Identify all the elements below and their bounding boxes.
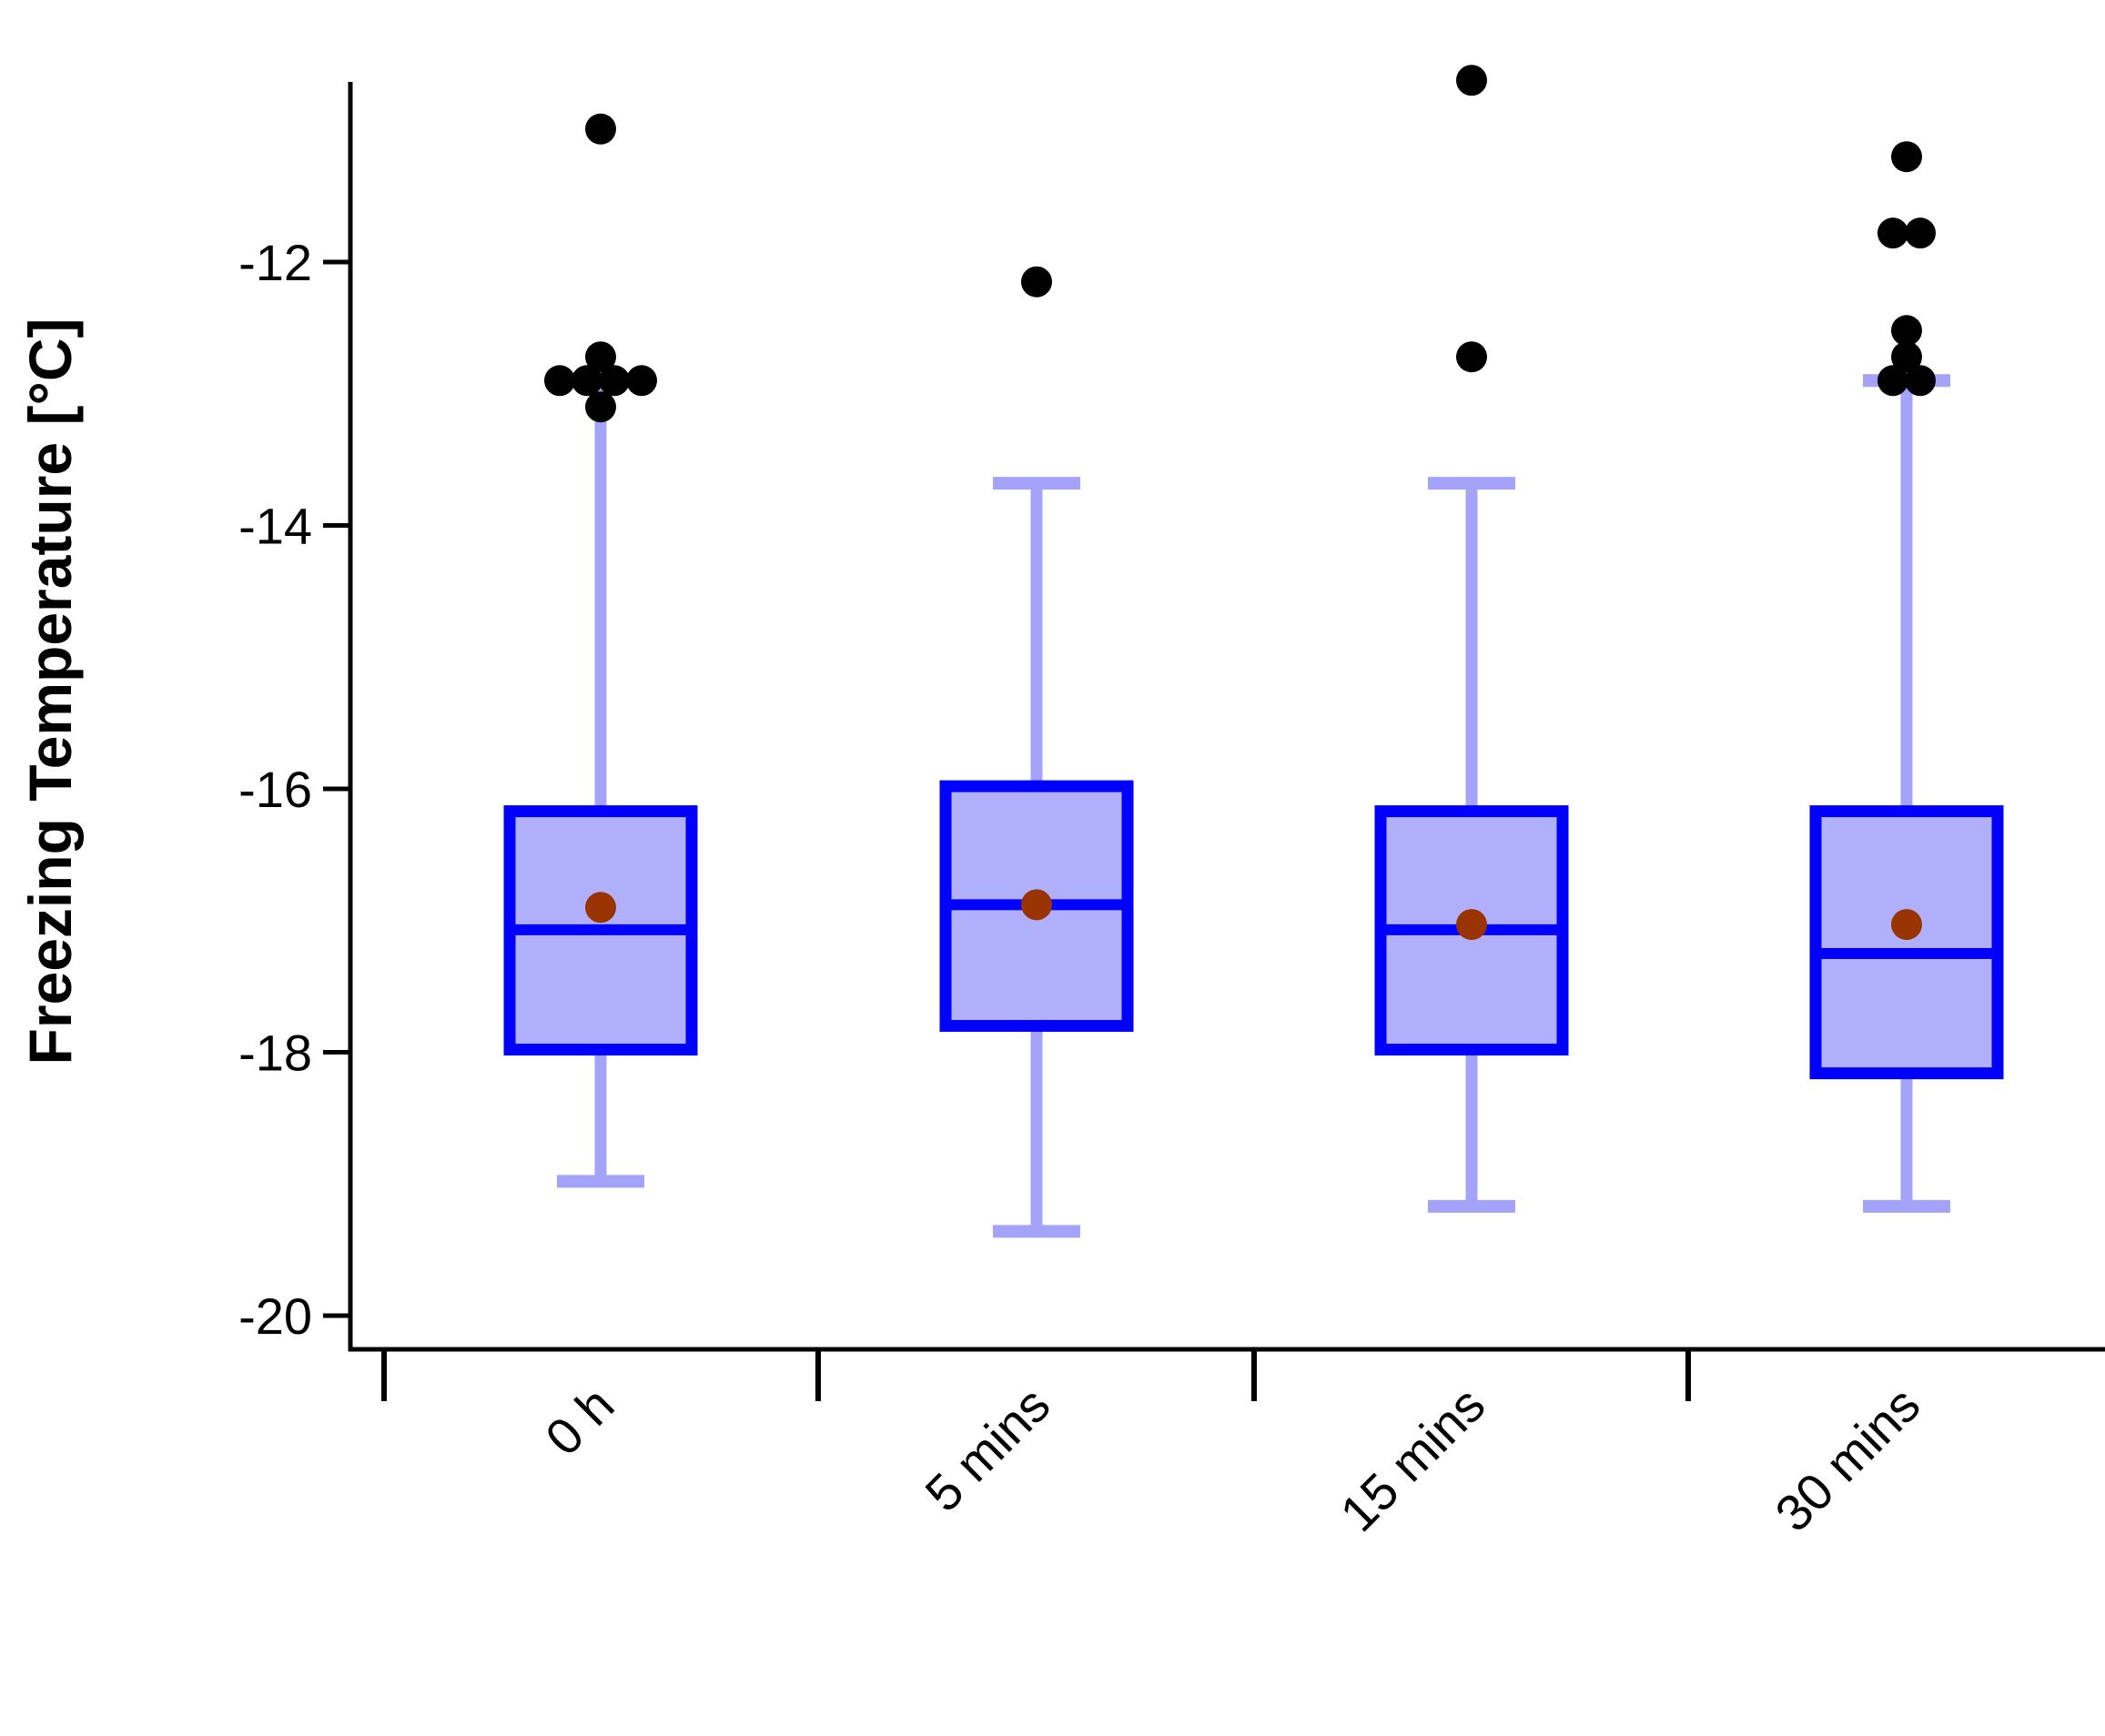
x-axis: 0 h 5 mins 15 mins 30 mins bbox=[349, 1347, 2105, 1542]
outlier-point bbox=[1891, 341, 1922, 373]
outlier-point bbox=[1905, 365, 1936, 397]
outlier-point bbox=[585, 113, 616, 145]
y-tick-label: -12 bbox=[238, 234, 312, 291]
x-tick-label: 0 h bbox=[534, 1376, 625, 1467]
outlier-point bbox=[1456, 65, 1487, 96]
mean-marker bbox=[1891, 909, 1922, 941]
points-layer bbox=[544, 65, 1936, 423]
outlier-point bbox=[1891, 141, 1922, 173]
box-group bbox=[1374, 477, 1569, 1213]
outlier-point bbox=[1877, 217, 1908, 249]
outlier-point bbox=[599, 365, 630, 397]
y-ticks: -12 -14 -16 -18 -20 bbox=[238, 234, 350, 1345]
y-tick-label: -16 bbox=[238, 761, 312, 818]
box-group bbox=[939, 477, 1134, 1238]
outlier-point bbox=[626, 365, 657, 397]
outlier-point bbox=[1456, 341, 1487, 373]
mean-marker bbox=[1456, 909, 1487, 941]
outlier-point bbox=[585, 341, 616, 373]
y-axis: -12 -14 -16 -18 -20 Freezing Temperature [°C… bbox=[16, 82, 353, 1351]
boxes-layer bbox=[503, 374, 2004, 1238]
outlier-point bbox=[585, 391, 616, 423]
box-iqr bbox=[1809, 805, 2004, 1080]
x-tick-label: 15 mins bbox=[1329, 1376, 1495, 1542]
mean-marker bbox=[585, 892, 616, 924]
y-axis-title: Freezing Temperature [°C] bbox=[16, 318, 84, 1065]
outlier-point bbox=[572, 365, 602, 397]
x-ticks: 0 h 5 mins 15 mins 30 mins bbox=[381, 1349, 1930, 1542]
x-tick-label: 5 mins bbox=[914, 1376, 1060, 1522]
mean-marker bbox=[1021, 889, 1052, 921]
outlier-point bbox=[544, 365, 575, 397]
outlier-point bbox=[1905, 217, 1936, 249]
y-tick-label: -18 bbox=[238, 1024, 312, 1082]
outlier-point bbox=[1021, 266, 1052, 298]
box-group bbox=[503, 374, 698, 1188]
y-tick-label: -20 bbox=[238, 1287, 312, 1345]
x-tick-label: 30 mins bbox=[1764, 1376, 1930, 1542]
y-tick-label: -14 bbox=[238, 498, 312, 555]
plot-area bbox=[503, 65, 2004, 1238]
outlier-point bbox=[1877, 365, 1908, 397]
outlier-point bbox=[1891, 315, 1922, 347]
box-group bbox=[1809, 374, 2004, 1213]
